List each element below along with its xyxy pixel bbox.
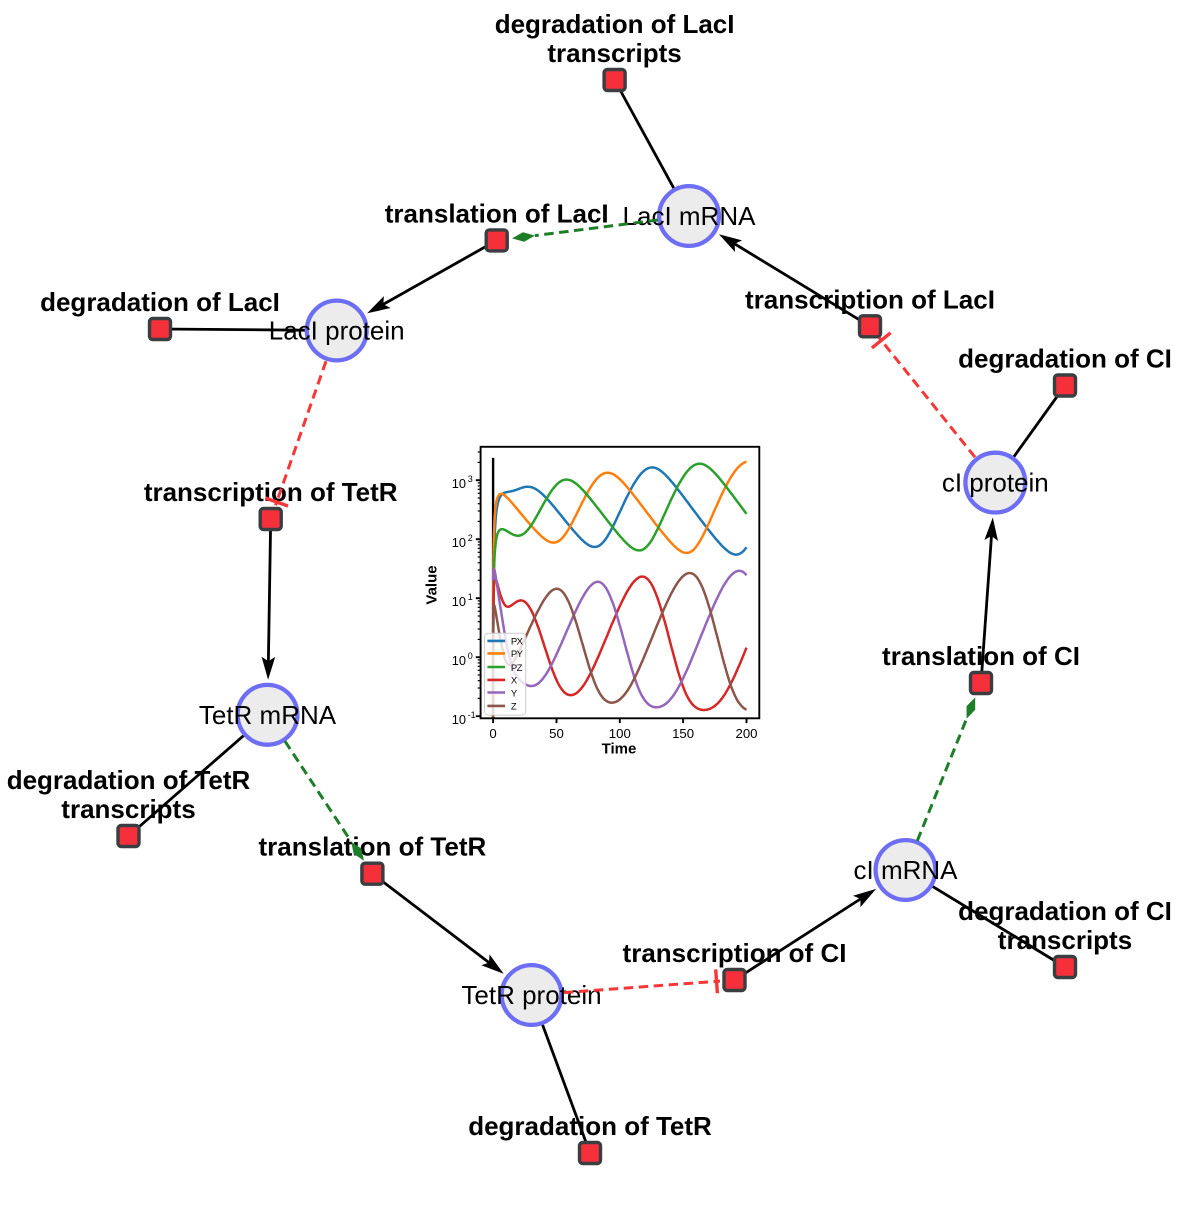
svg-text:Y: Y xyxy=(511,688,518,699)
svg-text:50: 50 xyxy=(549,726,564,741)
svg-text:degradation of CI: degradation of CI xyxy=(958,344,1172,374)
svg-text:0: 0 xyxy=(468,651,473,661)
svg-text:PX: PX xyxy=(511,637,524,648)
svg-text:TetR protein: TetR protein xyxy=(461,980,601,1010)
svg-text:transcription of LacI: transcription of LacI xyxy=(745,284,995,314)
svg-text:TetR mRNA: TetR mRNA xyxy=(199,700,337,730)
svg-text:10: 10 xyxy=(452,653,466,668)
svg-text:degradation of CI: degradation of CI xyxy=(958,896,1172,926)
svg-text:degradation of LacI: degradation of LacI xyxy=(495,9,735,39)
svg-text:X: X xyxy=(511,676,518,687)
svg-text:150: 150 xyxy=(672,726,694,741)
svg-text:LacI mRNA: LacI mRNA xyxy=(623,201,757,231)
svg-text:cI protein: cI protein xyxy=(942,468,1049,498)
svg-text:transcription of TetR: transcription of TetR xyxy=(144,477,398,507)
svg-text:200: 200 xyxy=(735,726,757,741)
svg-text:Time: Time xyxy=(602,741,637,758)
svg-text:100: 100 xyxy=(609,726,631,741)
svg-text:cI mRNA: cI mRNA xyxy=(854,855,959,885)
svg-text:transcripts: transcripts xyxy=(547,38,681,68)
svg-text:transcripts: transcripts xyxy=(61,794,195,824)
svg-text:-1: -1 xyxy=(468,710,476,720)
svg-text:1: 1 xyxy=(468,592,473,602)
svg-text:LacI protein: LacI protein xyxy=(269,316,405,346)
svg-text:transcripts: transcripts xyxy=(998,925,1132,955)
svg-text:degradation of TetR: degradation of TetR xyxy=(7,765,251,795)
svg-text:translation of CI: translation of CI xyxy=(882,641,1080,671)
svg-text:10: 10 xyxy=(452,712,466,727)
svg-text:PZ: PZ xyxy=(511,663,523,674)
svg-text:Z: Z xyxy=(511,702,517,713)
svg-text:translation of LacI: translation of LacI xyxy=(385,198,609,228)
svg-text:Value: Value xyxy=(424,565,441,604)
svg-text:translation of TetR: translation of TetR xyxy=(259,832,487,862)
svg-text:degradation of LacI: degradation of LacI xyxy=(40,287,280,317)
svg-text:PY: PY xyxy=(511,649,524,660)
svg-text:3: 3 xyxy=(468,474,473,484)
svg-text:transcription of CI: transcription of CI xyxy=(623,938,847,968)
svg-text:0: 0 xyxy=(489,726,496,741)
svg-text:10: 10 xyxy=(452,476,466,491)
svg-text:degradation of TetR: degradation of TetR xyxy=(468,1111,712,1141)
svg-text:2: 2 xyxy=(468,533,473,543)
svg-text:10: 10 xyxy=(452,594,466,609)
svg-text:10: 10 xyxy=(452,535,466,550)
